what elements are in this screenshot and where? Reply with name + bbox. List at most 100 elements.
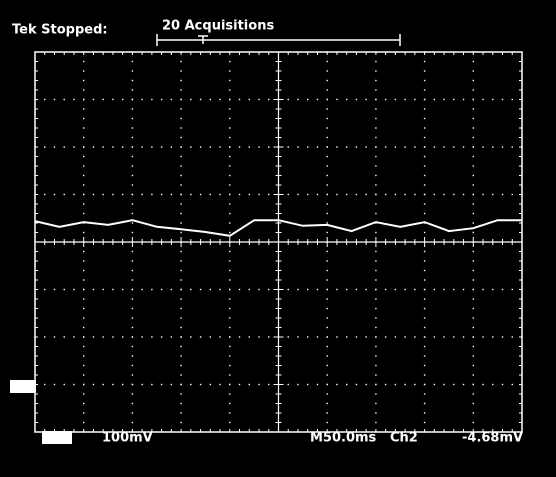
grid-dot (502, 146, 503, 147)
grid-dot (453, 336, 454, 337)
grid-dot (424, 317, 425, 318)
grid-dot (180, 384, 181, 385)
grid-dot (268, 146, 269, 147)
grid-dot (288, 336, 289, 337)
grid-dot (463, 336, 464, 337)
grid-dot (473, 317, 474, 318)
grid-dot (317, 336, 318, 337)
grid-dot (356, 289, 357, 290)
grid-dot (229, 422, 230, 423)
grid-dot (502, 336, 503, 337)
grid-dot (73, 146, 74, 147)
grid-dot (268, 99, 269, 100)
grid-dot (229, 412, 230, 413)
grid-dot (171, 146, 172, 147)
grid-dot (346, 99, 347, 100)
grid-dot (102, 194, 103, 195)
grid-dot (356, 384, 357, 385)
grid-dot (424, 213, 425, 214)
grid-dot (83, 317, 84, 318)
grid-dot (180, 374, 181, 375)
grid-dot (473, 384, 474, 385)
grid-dot (278, 194, 279, 195)
grid-dot (180, 412, 181, 413)
grid-dot (132, 403, 133, 404)
grid-dot (521, 336, 522, 337)
grid-dot (112, 194, 113, 195)
grid-dot (424, 336, 425, 337)
grid-dot (132, 89, 133, 90)
grid-dot (385, 146, 386, 147)
grid-dot (375, 232, 376, 233)
grid-dot (229, 317, 230, 318)
grid-dot (229, 346, 230, 347)
grid-dot (180, 118, 181, 119)
grid-dot (83, 279, 84, 280)
grid-dot (336, 194, 337, 195)
grid-dot (404, 194, 405, 195)
grid-dot (473, 80, 474, 81)
grid-dot (229, 374, 230, 375)
grid-dot (132, 317, 133, 318)
grid-dot (424, 127, 425, 128)
grid-dot (424, 108, 425, 109)
grid-dot (180, 346, 181, 347)
grid-dot (122, 384, 123, 385)
grid-dot (161, 384, 162, 385)
grid-dot (317, 99, 318, 100)
grid-dot (151, 336, 152, 337)
grid-dot (83, 289, 84, 290)
grid-dot (161, 289, 162, 290)
grid-dot (473, 251, 474, 252)
grid-dot (327, 108, 328, 109)
grid-dot (180, 241, 181, 242)
grid-dot (297, 384, 298, 385)
grid-dot (473, 327, 474, 328)
grid-dot (83, 241, 84, 242)
grid-dot (473, 222, 474, 223)
grid-dot (102, 99, 103, 100)
grid-dot (229, 327, 230, 328)
grid-dot (375, 260, 376, 261)
grid-dot (268, 194, 269, 195)
grid-dot (424, 80, 425, 81)
grid-dot (141, 384, 142, 385)
grid-dot (83, 156, 84, 157)
grid-dot (102, 146, 103, 147)
grid-dot (122, 194, 123, 195)
grid-dot (239, 289, 240, 290)
grid-dot (161, 194, 162, 195)
grid-dot (424, 374, 425, 375)
grid-dot (327, 317, 328, 318)
grid-dot (83, 137, 84, 138)
grid-dot (473, 194, 474, 195)
grid-dot (317, 146, 318, 147)
grid-dot (424, 412, 425, 413)
grid-dot (190, 384, 191, 385)
grid-dot (161, 99, 162, 100)
grid-dot (112, 146, 113, 147)
grid-dot (492, 146, 493, 147)
grid-dot (473, 270, 474, 271)
grid-dot (278, 99, 279, 100)
grid-dot (404, 336, 405, 337)
grid-dot (83, 118, 84, 119)
grid-dot (424, 118, 425, 119)
grid-dot (365, 289, 366, 290)
grid-dot (83, 327, 84, 328)
grid-dot (132, 213, 133, 214)
grid-dot (327, 80, 328, 81)
grid-dot (54, 336, 55, 337)
grid-dot (424, 241, 425, 242)
grid-dot (521, 289, 522, 290)
grid-dot (54, 289, 55, 290)
grid-dot (54, 194, 55, 195)
grid-dot (180, 108, 181, 109)
grid-dot (34, 146, 35, 147)
grid-dot (424, 355, 425, 356)
grid-dot (327, 241, 328, 242)
grid-dot (473, 203, 474, 204)
grid-dot (141, 194, 142, 195)
grid-dot (102, 336, 103, 337)
grid-dot (249, 146, 250, 147)
